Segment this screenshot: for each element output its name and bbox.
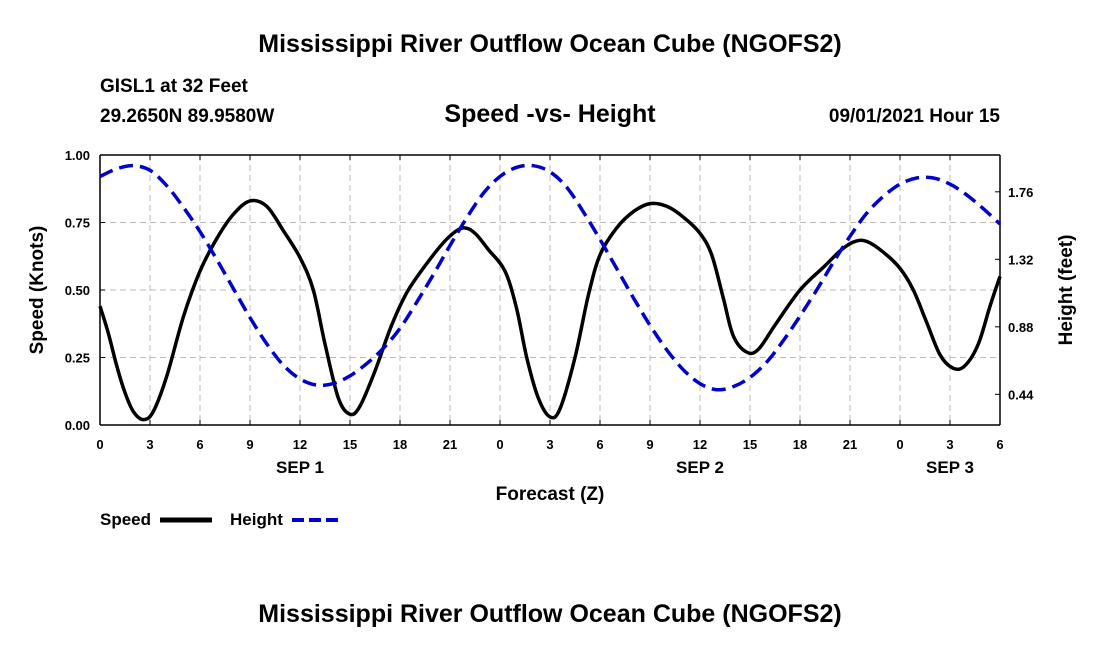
- x-tick-label: 0: [96, 437, 103, 452]
- x-tick-label: 9: [646, 437, 653, 452]
- data-series: [98, 163, 1002, 422]
- x-tick-label: 18: [793, 437, 807, 452]
- coordinates-label: 29.2650N 89.9580W: [100, 106, 275, 127]
- y-right-tick-label: 1.32: [1008, 252, 1033, 267]
- y-axis-left-label: Speed (Knots): [27, 226, 48, 355]
- day-label: SEP 2: [676, 458, 724, 477]
- y-axis-right-label: Height (feet): [1056, 235, 1077, 346]
- x-tick-label: 15: [343, 437, 357, 452]
- x-tick-label: 12: [693, 437, 707, 452]
- legend-speed-label: Speed: [100, 510, 151, 529]
- y-left-tick-label: 0.50: [65, 283, 90, 298]
- y-right-tick-label: 0.88: [1008, 320, 1033, 335]
- y-left-tick-label: 0.25: [65, 351, 90, 366]
- x-tick-label: 3: [546, 437, 553, 452]
- x-tick-label: 6: [996, 437, 1003, 452]
- x-tick-label: 12: [293, 437, 307, 452]
- speed-series-line: [98, 198, 1002, 422]
- x-tick-label: 6: [596, 437, 603, 452]
- forecast-datetime: 09/01/2021 Hour 15: [828, 106, 1000, 127]
- legend: Speed Height: [100, 510, 342, 529]
- day-label: SEP 1: [276, 458, 324, 477]
- chart-title: Mississippi River Outflow Ocean Cube (NG…: [258, 30, 842, 58]
- chart-subtitle: Speed -vs- Height: [444, 100, 656, 128]
- y-left-tick-label: 1.00: [65, 148, 90, 163]
- x-tick-label: 15: [743, 437, 757, 452]
- x-tick-label: 9: [246, 437, 253, 452]
- x-axis-label: Forecast (Z): [496, 484, 605, 505]
- x-tick-label: 21: [443, 437, 457, 452]
- x-tick-label: 3: [946, 437, 953, 452]
- x-tick-label: 3: [146, 437, 153, 452]
- day-label: SEP 3: [926, 458, 974, 477]
- x-tick-label: 0: [496, 437, 503, 452]
- x-tick-label: 6: [196, 437, 203, 452]
- y-left-tick-label: 0.00: [65, 418, 90, 433]
- y-right-tick-label: 0.44: [1008, 387, 1034, 402]
- y-right-tick-label: 1.76: [1008, 185, 1033, 200]
- tick-marks: 0 3 6 9 12 15 18 21 0 3 6 9 12 15 18 21 0 3 6 SEP 1 SEP 2 SEP…: [65, 148, 1034, 477]
- legend-height-label: Height: [230, 510, 283, 529]
- x-tick-label: 18: [393, 437, 407, 452]
- station-label: GISL1 at 32 Feet: [100, 76, 248, 97]
- x-tick-label: 21: [843, 437, 857, 452]
- footer-title: Mississippi River Outflow Ocean Cube (NG…: [258, 600, 842, 628]
- y-left-tick-label: 0.75: [65, 216, 90, 231]
- height-series-line: [99, 163, 1002, 392]
- x-tick-label: 0: [896, 437, 903, 452]
